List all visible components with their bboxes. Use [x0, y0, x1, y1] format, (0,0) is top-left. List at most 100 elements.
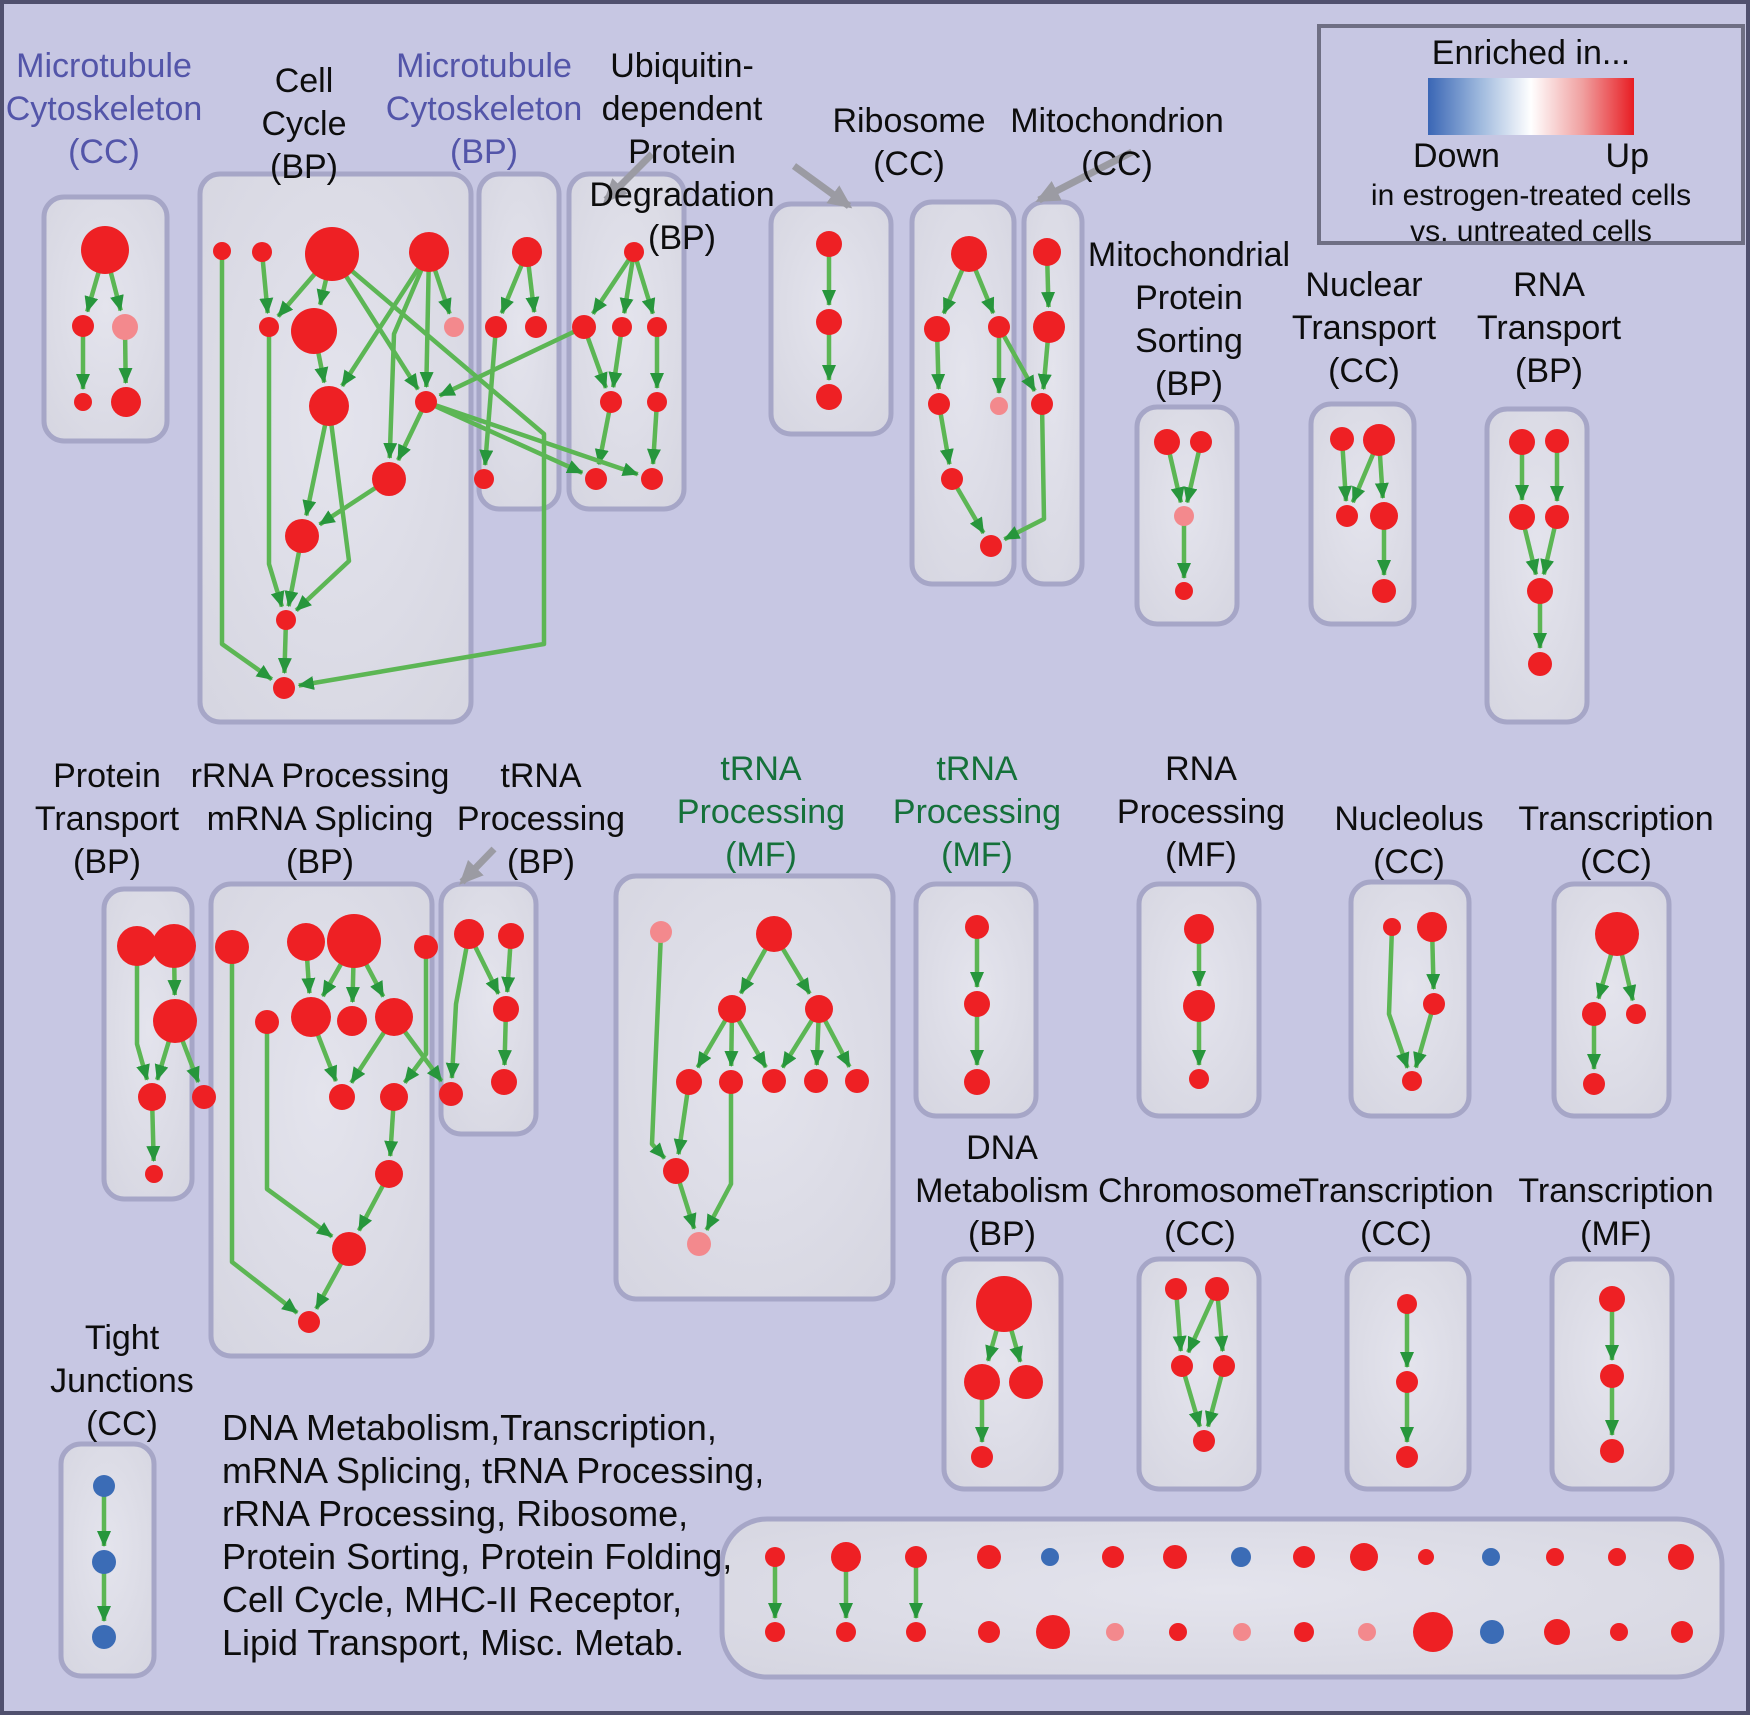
legend-subtitle-2: vs. untreated cells: [1410, 215, 1652, 248]
go-term-node-red: [612, 317, 632, 337]
go-term-node-red: [493, 996, 519, 1022]
go-term-node-red: [1545, 505, 1569, 529]
go-term-node-red: [647, 317, 667, 337]
go-term-node-red: [1370, 502, 1398, 530]
go-term-node-blue: [92, 1625, 116, 1649]
go-term-node-red: [976, 1276, 1032, 1332]
go-term-node-red: [145, 1165, 163, 1183]
go-term-node-red: [1336, 505, 1358, 527]
cluster-label-dna-metabolism: DNA Metabolism (BP): [915, 1129, 1089, 1253]
edge-arrow: [631, 251, 656, 315]
go-term-node-red: [454, 919, 484, 949]
misc-clusters-text: DNA Metabolism,Transcription, mRNA Splic…: [222, 1407, 765, 1663]
go-term-node-red: [291, 308, 337, 354]
go-term-node-red: [572, 315, 596, 339]
go-term-node-pink: [1358, 1623, 1376, 1641]
go-term-node-red: [1169, 1623, 1187, 1641]
edge-arrow: [297, 252, 547, 690]
go-term-node-red: [1294, 1622, 1314, 1642]
go-term-node-red: [663, 1158, 689, 1184]
cluster-box-misc-strip: [719, 1516, 1725, 1680]
legend-title: Enriched in...: [1431, 34, 1631, 72]
cluster-label-trna-bp: tRNA Processing (BP): [457, 757, 625, 881]
edge-arrow: [704, 1082, 734, 1231]
go-term-node-red: [756, 916, 792, 952]
go-term-node-blue: [1231, 1547, 1251, 1567]
go-term-node-red: [1546, 1548, 1564, 1566]
go-term-node-red: [1582, 1002, 1606, 1026]
go-term-node-pink: [650, 921, 672, 943]
go-term-node-red: [1509, 504, 1535, 530]
go-term-node-red: [1383, 918, 1401, 936]
go-term-node-red: [1545, 429, 1569, 453]
go-term-node-red: [816, 384, 842, 410]
go-term-node-red: [298, 1311, 320, 1333]
go-term-node-red: [1171, 1355, 1193, 1377]
go-term-node-red: [816, 231, 842, 257]
go-term-node-pink: [1233, 1623, 1251, 1641]
go-term-node-red: [941, 468, 963, 490]
cluster-box-mt-cc: [41, 194, 170, 444]
go-term-node-red: [1599, 1286, 1625, 1312]
go-term-node-red: [1671, 1621, 1693, 1643]
go-term-node-red: [1165, 1278, 1187, 1300]
cluster-label-cell-cycle: Cell Cycle (BP): [261, 62, 346, 186]
go-term-node-red: [491, 1069, 517, 1095]
go-term-node-red: [964, 991, 990, 1017]
go-term-node-red: [641, 468, 663, 490]
go-term-node-red: [1175, 582, 1193, 600]
go-term-node-red: [719, 1070, 743, 1094]
go-term-node-red: [1102, 1546, 1124, 1568]
legend: Enriched in... Down Up in estrogen-treat…: [1317, 24, 1745, 248]
edge-arrow: [1386, 926, 1410, 1069]
go-term-node-red: [525, 316, 547, 338]
go-term-node-red: [1396, 1371, 1418, 1393]
go-term-node-blue: [1482, 1548, 1500, 1566]
go-term-node-red: [287, 923, 325, 961]
go-term-node-red: [765, 1547, 785, 1567]
go-term-node-red: [1205, 1277, 1229, 1301]
edge-arrow: [419, 251, 434, 388]
go-term-node-pink: [1174, 506, 1194, 526]
cluster-label-transcription-cc-bottom: Transcription (CC): [1298, 1172, 1493, 1253]
go-term-node-red: [1350, 1543, 1378, 1571]
cluster-label-mito-protein-sorting: Mitochondrial Protein Sorting (BP): [1088, 236, 1290, 403]
edge-arrow: [445, 933, 472, 1079]
nodes: [72, 226, 1694, 1652]
go-term-node-red: [1184, 914, 1214, 944]
cluster-label-mitochondrion: Mitochondrion (CC): [1010, 102, 1224, 183]
go-term-node-red: [964, 1069, 990, 1095]
go-term-node-red: [138, 1083, 166, 1111]
cluster-label-trna-mf-2: tRNA Processing (MF): [893, 750, 1061, 874]
go-term-node-red: [718, 995, 746, 1023]
go-term-node-red: [192, 1085, 216, 1109]
go-term-node-red: [1033, 238, 1061, 266]
cluster-label-tight-junctions: Tight Junctions (CC): [50, 1319, 194, 1443]
go-term-node-red: [74, 393, 92, 411]
label-pointer-arrow: [459, 846, 497, 885]
go-term-node-red: [213, 242, 231, 260]
go-term-node-red: [1600, 1439, 1624, 1463]
go-term-node-red: [375, 998, 413, 1036]
cluster-label-transcription-cc-top: Transcription (CC): [1518, 800, 1713, 881]
go-term-node-red: [291, 997, 331, 1037]
cluster-label-trna-mf-1: tRNA Processing (MF): [677, 750, 845, 874]
go-term-node-red: [845, 1069, 869, 1093]
edge-arrow: [591, 250, 636, 315]
cluster-box-nucleolus: [1348, 879, 1472, 1119]
go-term-node-red: [1372, 579, 1396, 603]
cluster-box-nuclear-transport: [1308, 401, 1417, 627]
go-term-node-red: [409, 232, 449, 272]
go-term-node-red: [980, 535, 1002, 557]
network-canvas: Microtubule Cytoskeleton (CC) Cell Cycle (BP)…: [6, 47, 1725, 1680]
go-term-node-red: [1213, 1355, 1235, 1377]
cluster-box-chromosome: [1136, 1256, 1262, 1492]
go-term-node-red: [415, 391, 437, 413]
go-term-node-red: [906, 1622, 926, 1642]
go-term-node-red: [111, 387, 141, 417]
go-term-node-red: [1583, 1073, 1605, 1095]
go-term-node-red: [804, 1069, 828, 1093]
go-term-node-red: [965, 915, 989, 939]
go-term-node-red: [439, 1082, 463, 1106]
